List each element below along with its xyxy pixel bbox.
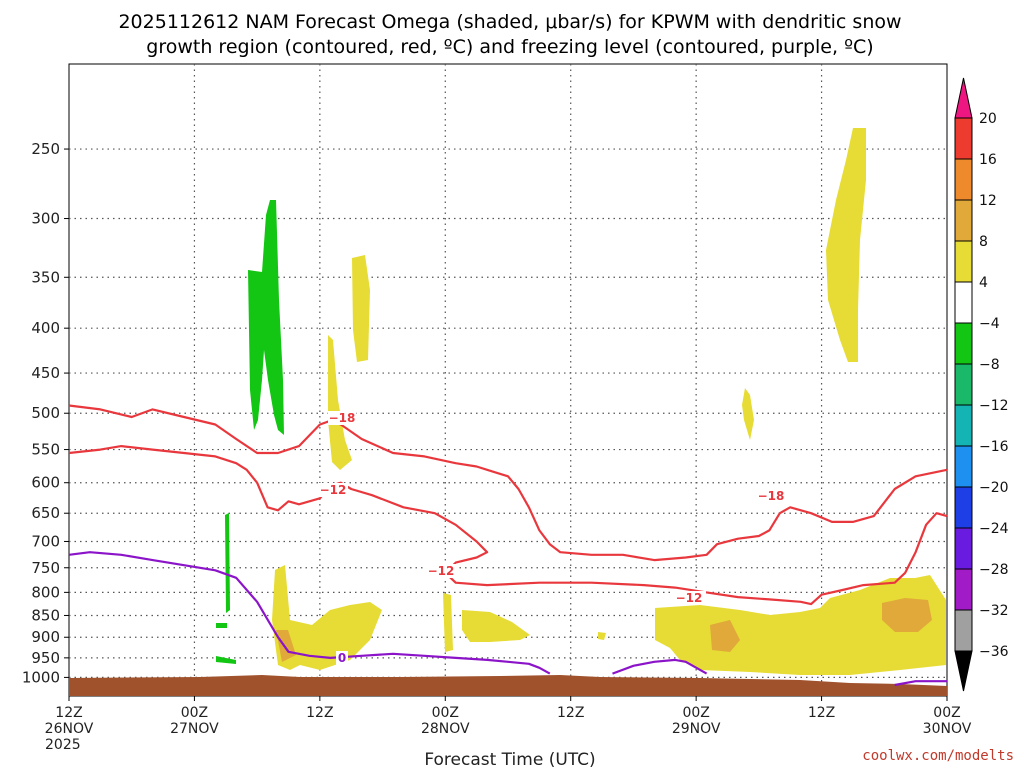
colorbar-label-4: 8 — [979, 234, 988, 250]
omega-shade-green-dot2 — [216, 656, 236, 664]
x-tick-label-4-1: 12Z — [557, 705, 584, 721]
colorbar-label-14: −36 — [979, 644, 1009, 660]
contour-line-2 — [68, 445, 948, 606]
omega-shade-orange-3 — [882, 598, 932, 632]
y-tick-label-250: 250 — [31, 140, 60, 158]
chart-title-line1: 2025112612 NAM Forecast Omega (shaded, μ… — [118, 11, 901, 33]
x-tick-label-7-1: 00Z — [933, 705, 960, 721]
contour-lines — [68, 404, 948, 687]
y-tick-label-300: 300 — [31, 210, 60, 228]
omega-shading — [216, 128, 946, 675]
colorbar: 20 16 12 8 4 −4 −8 −12 −16 −20 −24 −28 −32 −36 — [954, 77, 1009, 692]
dendritic-label-1: −18 — [329, 411, 356, 425]
freezing-label: 0 — [338, 651, 346, 665]
omega-shade-yellow-7 — [742, 388, 754, 440]
y-tick-label-900: 900 — [31, 628, 60, 646]
contour-line-4 — [612, 658, 708, 675]
dendritic-label-5: −18 — [758, 489, 785, 503]
colorbar-label-1: 20 — [979, 111, 997, 127]
omega-shade-yellow-1 — [328, 335, 352, 470]
colorbar-bottom-arrow — [954, 650, 973, 692]
omega-shade-yellow-8 — [826, 128, 866, 362]
contour-labels: −18 −12 −12 −12 −18 0 — [318, 411, 786, 665]
x-tick-label-6-1: 12Z — [808, 705, 835, 721]
omega-shade-yellow-4 — [443, 593, 453, 652]
x-axis-title: Forecast Time (UTC) — [424, 750, 595, 768]
omega-shade-green-upper — [248, 200, 284, 435]
y-tick-label-500: 500 — [31, 404, 60, 422]
dendritic-label-3: −12 — [428, 564, 455, 578]
colorbar-label-5: 4 — [979, 275, 988, 291]
omega-shade-green-dot1 — [216, 623, 227, 628]
dendritic-label-4: −12 — [676, 591, 703, 605]
y-tick-label-650: 650 — [31, 504, 60, 522]
x-tick-label-0-2: 26NOV — [45, 721, 94, 737]
y-tick-label-850: 850 — [31, 606, 60, 624]
x-tick-label-2-1: 12Z — [306, 705, 333, 721]
omega-shade-orange-2 — [710, 620, 740, 652]
colorbar-segment-1 — [954, 117, 973, 160]
y-tick-label-400: 400 — [31, 319, 60, 337]
colorbar-label-11: −24 — [979, 521, 1009, 537]
colorbar-segment-4 — [954, 240, 973, 283]
y-tick-label-450: 450 — [31, 364, 60, 382]
y-tick-label-800: 800 — [31, 583, 60, 601]
colorbar-segment-3 — [954, 199, 973, 242]
omega-shade-yellow-2 — [352, 255, 370, 362]
colorbar-top-arrow — [954, 77, 973, 119]
y-tick-label-750: 750 — [31, 559, 60, 577]
chart-title-line2: growth region (contoured, red, ºC) and f… — [146, 36, 873, 58]
y-tick-label-550: 550 — [31, 441, 60, 459]
colorbar-label-12: −28 — [979, 562, 1009, 578]
colorbar-segment-12 — [954, 568, 973, 611]
colorbar-label-10: −20 — [979, 480, 1009, 496]
x-tick-label-5-2: 29NOV — [672, 721, 721, 737]
omega-shade-yellow-5 — [462, 610, 530, 642]
colorbar-segment-2 — [954, 158, 973, 201]
colorbar-label-2: 16 — [979, 152, 997, 168]
colorbar-segment-6 — [954, 322, 973, 365]
contour-line-1 — [68, 404, 948, 562]
y-tick-label-700: 700 — [31, 532, 60, 550]
x-tick-label-0-1: 12Z — [55, 705, 82, 721]
y-tick-label-350: 350 — [31, 268, 60, 286]
colorbar-label-13: −32 — [979, 603, 1009, 619]
colorbar-segment-9 — [954, 445, 973, 488]
plot-area — [68, 63, 948, 697]
colorbar-segment-13 — [954, 609, 973, 652]
colorbar-segment-7 — [954, 363, 973, 406]
y-tick-label-950: 950 — [31, 649, 60, 667]
dendritic-label-2: −12 — [320, 483, 347, 497]
credit-text: coolwx.com/modelts — [862, 748, 1014, 764]
omega-shade-yellow-3 — [272, 565, 382, 670]
colorbar-label-3: 12 — [979, 193, 997, 209]
colorbar-segment-5 — [954, 281, 973, 324]
x-tick-label-1-1: 00Z — [181, 705, 208, 721]
omega-shade-orange-1 — [276, 630, 296, 662]
x-tick-label-7-2: 30NOV — [923, 721, 972, 737]
x-tick-label-5-1: 00Z — [682, 705, 709, 721]
y-tick-label-1000: 1000 — [22, 668, 60, 686]
colorbar-label-7: −8 — [979, 357, 1000, 373]
omega-shade-yellow-6 — [598, 632, 606, 640]
x-tick-label-0-3: 2025 — [45, 737, 81, 753]
terrain-ground — [69, 675, 947, 696]
colorbar-segment-8 — [954, 404, 973, 447]
x-tick-label-3-2: 28NOV — [421, 721, 470, 737]
colorbar-label-6: −4 — [979, 316, 1000, 332]
colorbar-label-9: −16 — [979, 439, 1009, 455]
x-tick-label-1-2: 27NOV — [170, 721, 219, 737]
colorbar-segment-10 — [954, 486, 973, 529]
contour-line-3 — [68, 551, 551, 675]
y-tick-label-600: 600 — [31, 474, 60, 492]
omega-shade-green-lower — [225, 513, 230, 613]
colorbar-label-8: −12 — [979, 398, 1009, 414]
y-axis-ticks: 250 300 350 400 450 500 550 600 650 700 750 800 850 9… — [22, 140, 69, 686]
contour-line-5 — [894, 680, 947, 687]
colorbar-segment-11 — [954, 527, 973, 570]
x-tick-label-3-1: 00Z — [432, 705, 459, 721]
